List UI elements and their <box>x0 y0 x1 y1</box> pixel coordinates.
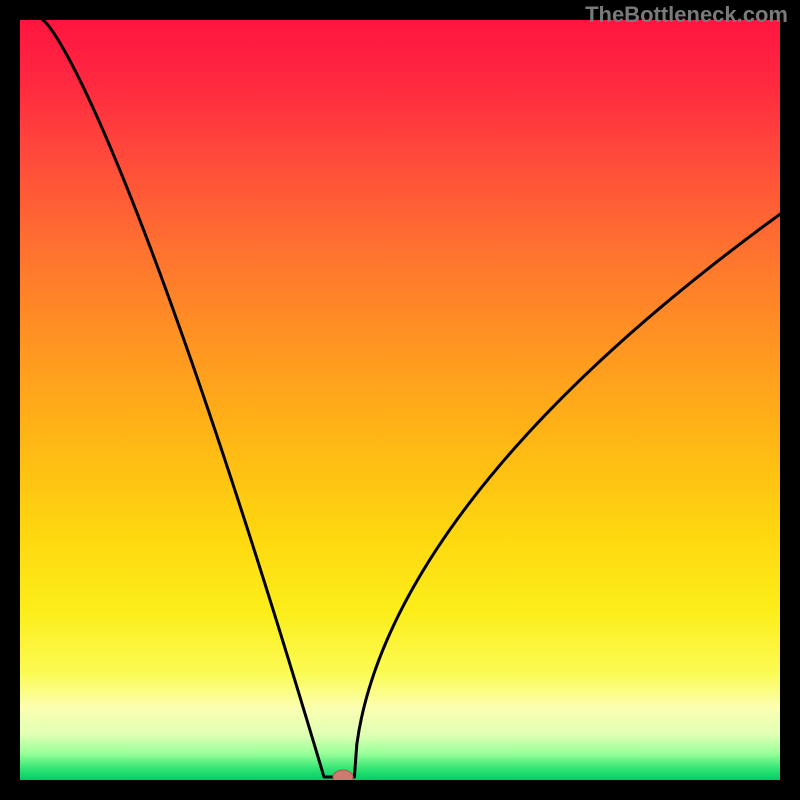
bottleneck-curve <box>43 20 780 777</box>
watermark-text: TheBottleneck.com <box>585 2 788 28</box>
curve-layer <box>0 0 800 800</box>
chart-container: TheBottleneck.com <box>0 0 800 800</box>
optimum-marker <box>333 770 353 784</box>
